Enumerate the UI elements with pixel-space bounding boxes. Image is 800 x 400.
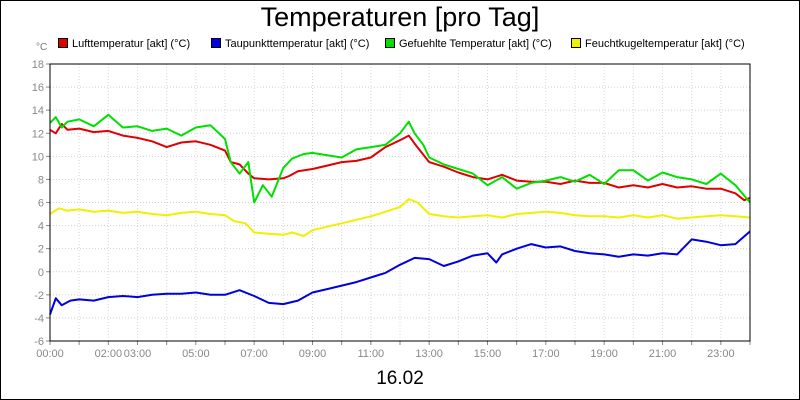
x-tick-label: 07:00	[240, 348, 268, 360]
x-tick-label: 15:00	[474, 348, 502, 360]
legend-item-lufttemperatur: Lufttemperatur [akt] (°C)	[58, 38, 190, 52]
plot-border	[49, 63, 751, 342]
x-tick-label: 09:00	[299, 348, 327, 360]
series-line-1	[49, 230, 751, 315]
legend-label: Gefuehlte Temperatur [akt] (°C)	[399, 38, 552, 50]
y-tick-label: 14	[32, 105, 44, 117]
date-label: 16.02	[376, 368, 424, 389]
legend-swatch	[211, 38, 221, 48]
legend-label: Lufttemperatur [akt] (°C)	[72, 38, 191, 50]
y-tick-label: 18	[32, 59, 44, 71]
legend-label: Taupunkttemperatur [akt] (°C)	[225, 38, 370, 50]
legend-item-feuchtkugeltemperatur: Feuchtkugeltemperatur [akt] (°C)	[571, 38, 745, 52]
y-tick-label: 4	[38, 221, 44, 233]
y-tick-label: 2	[38, 244, 44, 256]
y-tick-label: -6	[34, 336, 44, 348]
y-tick-label: 0	[38, 267, 44, 279]
x-tick-label: 03:00	[124, 348, 152, 360]
y-tick-label: 10	[32, 151, 44, 163]
x-tick-label: 02:00	[95, 348, 123, 360]
y-tick-label: 16	[32, 82, 44, 94]
legend-label: Feuchtkugeltemperatur [akt] (°C)	[585, 38, 745, 50]
y-tick-label: 6	[38, 198, 44, 210]
y-tick-label: -4	[34, 313, 44, 325]
series-line-3	[49, 198, 751, 237]
legend-swatch	[571, 38, 581, 48]
legend-item-taupunkttemperatur: Taupunkttemperatur [akt] (°C)	[211, 38, 369, 52]
y-tick-label: 12	[32, 128, 44, 140]
series-line-0	[49, 123, 751, 202]
chart-title: Temperaturen [pro Tag]	[260, 2, 540, 32]
x-tick-label: 19:00	[590, 348, 618, 360]
x-tick-label: 17:00	[532, 348, 560, 360]
series-line-2	[49, 113, 751, 204]
x-tick-label: 05:00	[182, 348, 210, 360]
x-tick-label: 11:00	[357, 348, 384, 360]
x-tick-label: 00:00	[36, 348, 64, 360]
y-unit-label: °C	[36, 42, 48, 53]
y-tick-label: -2	[34, 290, 44, 302]
legend-item-gefuehlte-temperatur: Gefuehlte Temperatur [akt] (°C)	[385, 38, 552, 52]
x-tick-label: 23:00	[707, 348, 735, 360]
x-tick-label: 13:00	[415, 348, 443, 360]
legend-swatch	[385, 38, 395, 48]
y-tick-label: 8	[38, 174, 44, 186]
x-tick-label: 21:00	[649, 348, 677, 360]
legend-swatch	[58, 38, 68, 48]
